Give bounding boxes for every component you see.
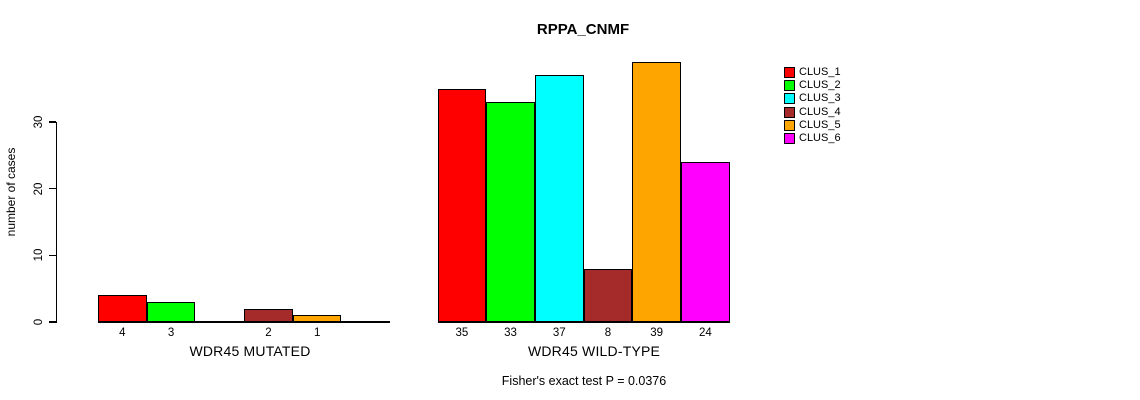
bar-CLUS_4 (583, 268, 633, 322)
group-axis-label: WDR45 WILD-TYPE (527, 343, 661, 359)
y-axis-tick (49, 254, 56, 257)
y-axis-tick (49, 321, 56, 323)
bar-CLUS_1 (98, 295, 147, 322)
x-axis-baseline (437, 321, 730, 323)
y-tick-label: 10 (33, 248, 45, 262)
bar-value-label: 37 (552, 326, 566, 339)
bar-value-label: 35 (455, 326, 469, 339)
bar-value-label: 3 (167, 326, 175, 339)
legend-swatch-CLUS_4 (784, 106, 795, 118)
y-tick-label: 0 (33, 318, 45, 326)
legend-swatch-CLUS_5 (784, 119, 795, 131)
group-axis-label: WDR45 MUTATED (189, 343, 311, 359)
legend-label: CLUS_4 (799, 105, 841, 118)
y-tick-label: 30 (33, 115, 45, 129)
bar-value-label: 33 (504, 326, 517, 339)
bar-value-label: 24 (698, 326, 712, 339)
legend-label: CLUS_1 (799, 66, 841, 78)
legend-swatch-CLUS_3 (784, 93, 795, 105)
bar-CLUS_4 (244, 308, 293, 322)
legend-label: CLUS_2 (799, 79, 841, 92)
bar-CLUS_2 (486, 102, 535, 322)
bar-value-label: 2 (265, 326, 272, 339)
bar-CLUS_3 (534, 75, 584, 322)
legend-label: CLUS_5 (799, 118, 841, 131)
chart-title: RPPA_CNMF (536, 21, 630, 38)
legend-label: CLUS_6 (799, 132, 841, 144)
bar-CLUS_1 (437, 88, 487, 322)
y-axis-tick (49, 188, 56, 190)
bar-value-label: 1 (313, 326, 321, 339)
y-axis-line (56, 122, 58, 323)
legend-swatch-CLUS_6 (784, 133, 795, 144)
bar-value-label: 39 (650, 326, 664, 339)
bar-CLUS_6 (681, 162, 730, 322)
bar-CLUS_5 (632, 62, 681, 322)
legend-swatch-CLUS_1 (784, 67, 795, 78)
y-axis-tick (49, 121, 56, 123)
fisher-test-annotation: Fisher's exact test P = 0.0376 (501, 374, 667, 388)
x-axis-baseline (98, 321, 391, 323)
bar-value-label: 4 (119, 326, 126, 339)
y-tick-label: 20 (33, 182, 45, 196)
legend-swatch-CLUS_2 (784, 80, 795, 92)
bar-value-label: 8 (604, 326, 612, 339)
bar-CLUS_5 (292, 315, 342, 322)
legend-label: CLUS_3 (799, 92, 841, 105)
bar-CLUS_2 (146, 302, 196, 322)
